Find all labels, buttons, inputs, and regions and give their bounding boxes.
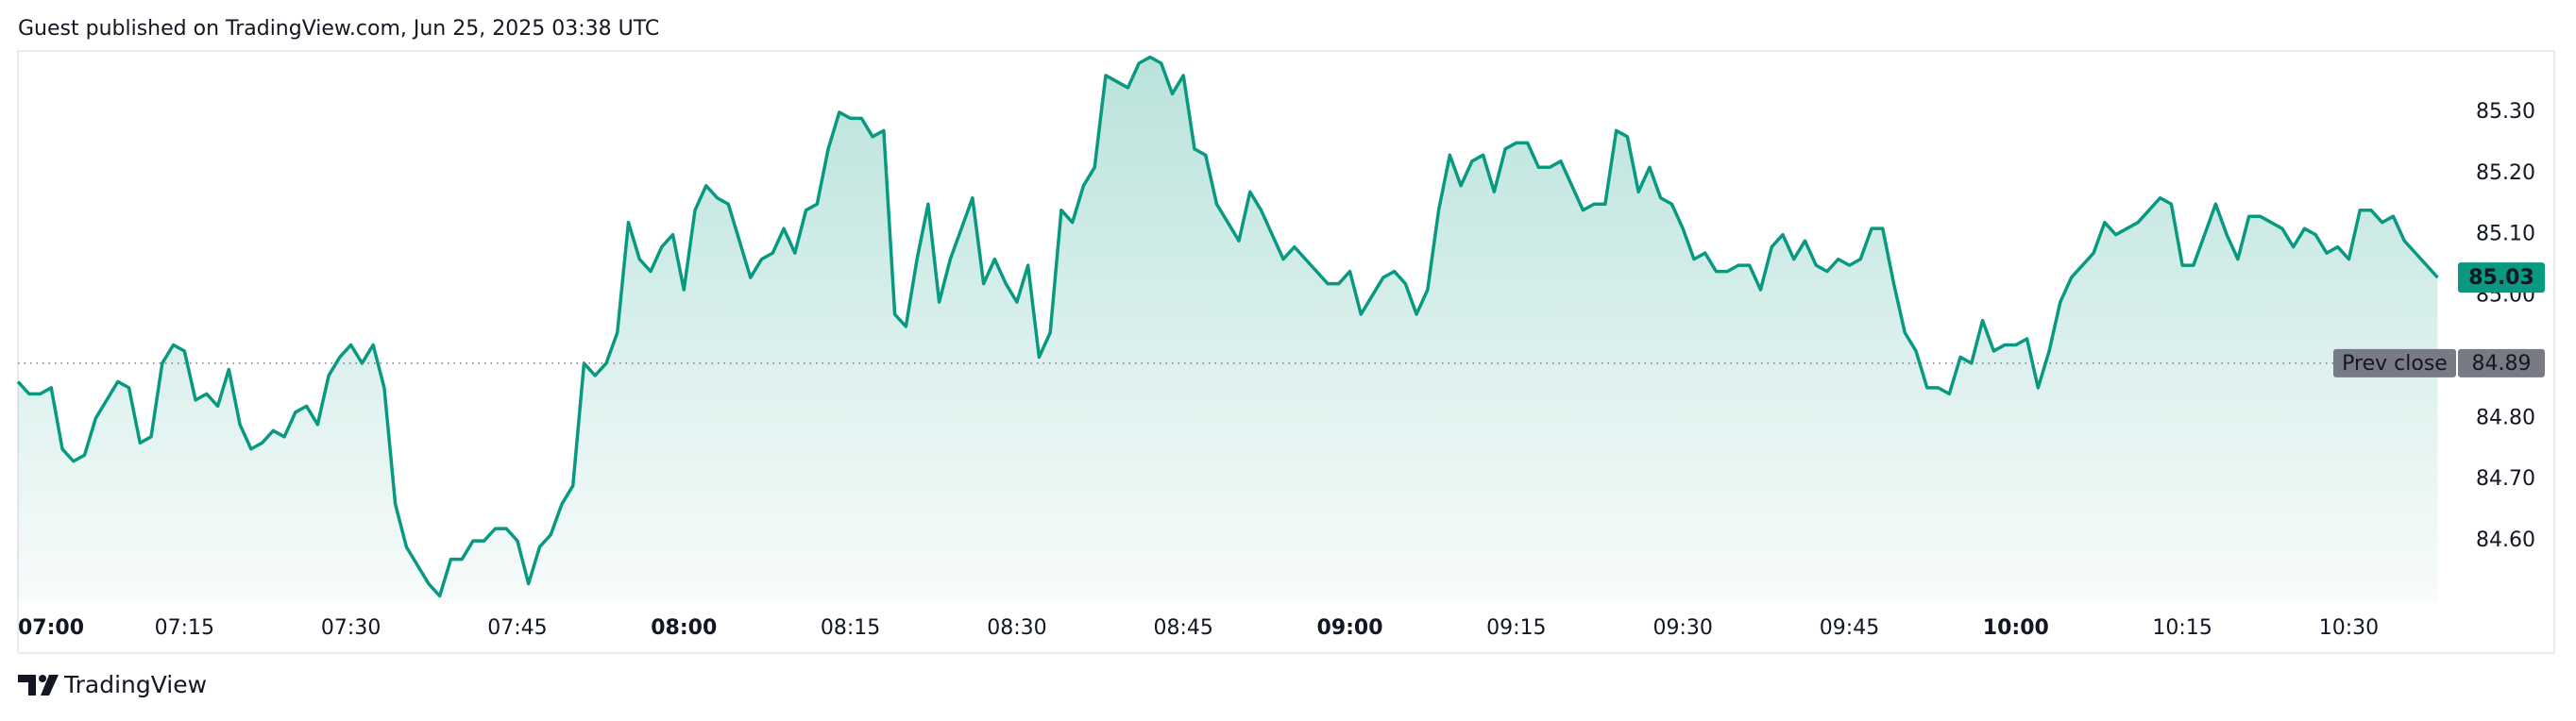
pane-border <box>17 50 2555 654</box>
y-tick-label: 84.60 <box>2476 528 2535 552</box>
prev-close-tag <box>2333 348 2456 377</box>
x-tick-label: 08:00 <box>651 616 717 640</box>
x-tick-label: 08:30 <box>987 616 1046 640</box>
header-text: Guest published on TradingView.com, Jun … <box>18 17 659 41</box>
x-tick-label: 09:00 <box>1317 616 1383 640</box>
x-tick-label: 09:30 <box>1652 616 1712 640</box>
y-tick-label: 84.80 <box>2476 406 2535 429</box>
prev-close-value: 84.89 <box>2472 352 2532 376</box>
x-tick-label: 08:15 <box>821 616 880 640</box>
x-tick-label: 07:45 <box>487 616 547 640</box>
price-line <box>16 55 2439 598</box>
x-tick-label: 07:00 <box>18 616 84 640</box>
area-fill <box>18 57 2438 603</box>
prev-close-value-tag <box>2458 348 2545 377</box>
x-tick-label: 10:30 <box>2319 616 2379 640</box>
x-tick-label: 10:15 <box>2152 616 2212 640</box>
x-tick-label: 09:45 <box>1820 616 1879 640</box>
footer-logo <box>18 675 59 696</box>
x-tick-label: 07:15 <box>155 616 214 640</box>
x-tick-label: 09:15 <box>1486 616 1546 640</box>
last-price-tag <box>2458 262 2545 293</box>
x-tick-label: 08:45 <box>1154 616 1213 640</box>
x-tick-label: 07:30 <box>321 616 381 640</box>
logo-mark <box>18 675 36 696</box>
y-tick-label: 85.10 <box>2476 223 2535 246</box>
prev-close-label: Prev close <box>2342 352 2448 376</box>
logo-mark <box>41 675 59 696</box>
logo-mark <box>39 675 46 682</box>
x-tick-label: 10:00 <box>1983 616 2049 640</box>
y-tick-label: 85.30 <box>2476 100 2535 124</box>
footer-text: TradingView <box>63 671 207 698</box>
y-tick-label: 85.20 <box>2476 161 2535 185</box>
last-price-label: 85.03 <box>2468 266 2534 290</box>
y-tick-label: 84.70 <box>2476 467 2535 491</box>
